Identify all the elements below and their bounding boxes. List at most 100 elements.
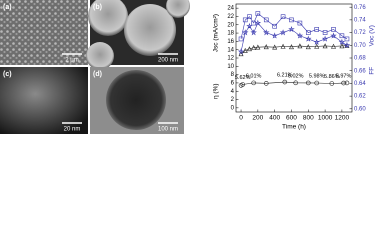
marker xyxy=(341,80,346,86)
marker xyxy=(343,41,351,49)
marker xyxy=(279,29,287,36)
figure: (a)2 μm(b)200 nm(c)20 nm(d)100 nm 0 200 40… xyxy=(0,0,376,134)
value-label: 5.86% xyxy=(324,74,340,80)
marker xyxy=(313,38,320,45)
y2-tick-label: 0.70 xyxy=(354,43,366,49)
value-label: 6.21% xyxy=(277,73,293,79)
marker xyxy=(238,51,244,57)
y-tick-label: 18 xyxy=(227,31,234,37)
marker xyxy=(280,14,286,20)
marker xyxy=(271,32,278,39)
marker xyxy=(297,20,303,26)
marker xyxy=(250,29,257,36)
x-axis-title: Time (h) xyxy=(282,124,306,131)
y-axis-title: Jsc (mA/cm²) xyxy=(213,14,220,52)
marker xyxy=(254,19,262,26)
marker xyxy=(314,80,319,86)
marker xyxy=(305,44,311,50)
y2-axis-title: Voc (V) xyxy=(369,25,376,46)
marker xyxy=(251,80,256,86)
marker xyxy=(263,81,269,86)
marker xyxy=(272,23,277,29)
marker xyxy=(237,48,245,55)
micrograph-d xyxy=(90,67,184,134)
y-tick-label: 4 xyxy=(231,89,235,95)
x-tick-label: 1200 xyxy=(335,115,350,122)
marker xyxy=(255,44,261,50)
y-tick-label: 8 xyxy=(231,72,235,78)
scale-label: 200 nm xyxy=(158,58,178,64)
y2-tick-label: 0.66 xyxy=(354,68,366,74)
y-tick-label: 0 xyxy=(231,105,235,111)
marker xyxy=(288,44,294,50)
marker xyxy=(242,47,248,53)
marker xyxy=(242,29,249,36)
series-line xyxy=(240,81,347,86)
marker xyxy=(282,79,288,85)
panel-label: (c) xyxy=(3,71,12,78)
marker xyxy=(272,44,278,50)
y-tick-label: 12 xyxy=(227,56,234,62)
y2-tick-label: 0.72 xyxy=(354,30,366,36)
marker xyxy=(289,17,294,23)
y-tick-label: 2 xyxy=(231,97,235,103)
plot-frame xyxy=(235,3,353,113)
marker xyxy=(329,81,335,86)
marker xyxy=(288,26,295,33)
marker xyxy=(322,30,328,35)
marker xyxy=(305,30,311,35)
marker xyxy=(331,27,336,32)
x-tick-label: 400 xyxy=(269,115,280,122)
value-label: 5.62% xyxy=(235,75,251,81)
value-label: 6.02% xyxy=(288,73,304,79)
marker xyxy=(338,38,346,45)
micrograph-c xyxy=(0,67,88,134)
value-label: 6.01% xyxy=(246,73,262,79)
y2-tick-label: 0.64 xyxy=(354,81,366,87)
y-tick-label: 6 xyxy=(231,81,235,87)
y-tick-label: 22 xyxy=(227,14,234,20)
marker xyxy=(344,36,350,42)
marker xyxy=(238,36,244,42)
y-tick-label: 16 xyxy=(227,39,234,45)
panel-label: (d) xyxy=(93,71,102,78)
marker xyxy=(339,43,345,49)
panel-label: (a) xyxy=(3,4,12,11)
marker xyxy=(263,17,269,23)
y-tick-label: 24 xyxy=(227,6,234,12)
scale-label: 2 μm xyxy=(65,58,78,64)
marker xyxy=(246,46,252,52)
micrograph-a xyxy=(0,0,88,65)
marker xyxy=(251,44,257,50)
marker xyxy=(251,20,256,26)
value-label: 5.98% xyxy=(309,73,325,79)
y2-tick-label: 0.60 xyxy=(354,106,366,112)
y-tick-label: 14 xyxy=(227,47,234,53)
marker xyxy=(321,35,329,42)
micrograph-b xyxy=(86,0,190,70)
series-line xyxy=(240,22,348,52)
panel-label: (b) xyxy=(93,4,102,11)
marker xyxy=(246,22,253,29)
marker xyxy=(331,43,336,49)
marker xyxy=(280,43,286,49)
marker xyxy=(247,14,252,20)
y2-tick-label: 0.68 xyxy=(354,56,366,62)
x-tick-label: 1000 xyxy=(318,115,333,122)
x-tick-label: 0 xyxy=(239,115,243,122)
y2-tick-label: 0.74 xyxy=(354,17,366,23)
marker xyxy=(293,80,298,86)
y2-tick-label: 0.76 xyxy=(354,5,366,11)
marker xyxy=(339,33,345,39)
series-line xyxy=(240,13,348,40)
y2-tick-label: 0.62 xyxy=(354,94,366,100)
value-label: 5.97% xyxy=(336,74,352,80)
y-axis-title: η (%) xyxy=(213,83,220,99)
series-line xyxy=(240,45,347,55)
x-tick-label: 200 xyxy=(252,115,263,122)
marker xyxy=(344,80,350,86)
marker xyxy=(305,80,311,86)
marker xyxy=(330,32,337,39)
marker xyxy=(314,27,319,32)
x-tick-label: 800 xyxy=(303,115,314,122)
